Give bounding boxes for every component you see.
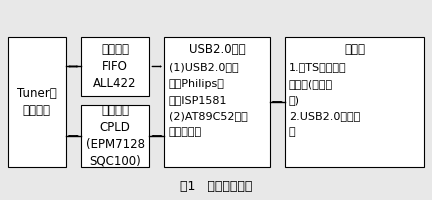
Text: USB2.0接口: USB2.0接口 [189, 43, 245, 56]
Text: 芯片Philips公: 芯片Philips公 [169, 79, 225, 89]
Bar [81, 37, 149, 96]
Text: 接口电路: 接口电路 [101, 43, 129, 56]
Text: 计算机: 计算机 [344, 43, 365, 56]
Text: 解调模块: 解调模块 [23, 104, 51, 117]
Text: ALL422: ALL422 [93, 77, 137, 90]
Text: 和显示(应用程: 和显示(应用程 [289, 79, 333, 89]
Text: 1.对TS码流解码: 1.对TS码流解码 [289, 62, 346, 72]
Text: FIFO: FIFO [102, 60, 128, 73]
Text: 序): 序) [289, 95, 300, 105]
Text: 机控制电路: 机控制电路 [169, 127, 202, 137]
Text: (1)USB2.0接口: (1)USB2.0接口 [169, 62, 238, 72]
Bar [165, 37, 270, 167]
Text: 司的ISP1581: 司的ISP1581 [169, 95, 227, 105]
Text: 图1   总体原理框图: 图1 总体原理框图 [180, 180, 252, 193]
Text: SQC100): SQC100) [89, 155, 141, 168]
Text: (EPM7128: (EPM7128 [86, 138, 145, 151]
Text: 2.USB2.0驱动程: 2.USB2.0驱动程 [289, 111, 360, 121]
Bar [81, 105, 149, 167]
Text: 控制电路: 控制电路 [101, 104, 129, 117]
Text: (2)AT89C52单片: (2)AT89C52单片 [169, 111, 248, 121]
Bar [285, 37, 424, 167]
Text: Tuner和: Tuner和 [17, 87, 57, 100]
Text: CPLD: CPLD [100, 121, 130, 134]
Text: 序: 序 [289, 127, 295, 137]
Bar [8, 37, 66, 167]
